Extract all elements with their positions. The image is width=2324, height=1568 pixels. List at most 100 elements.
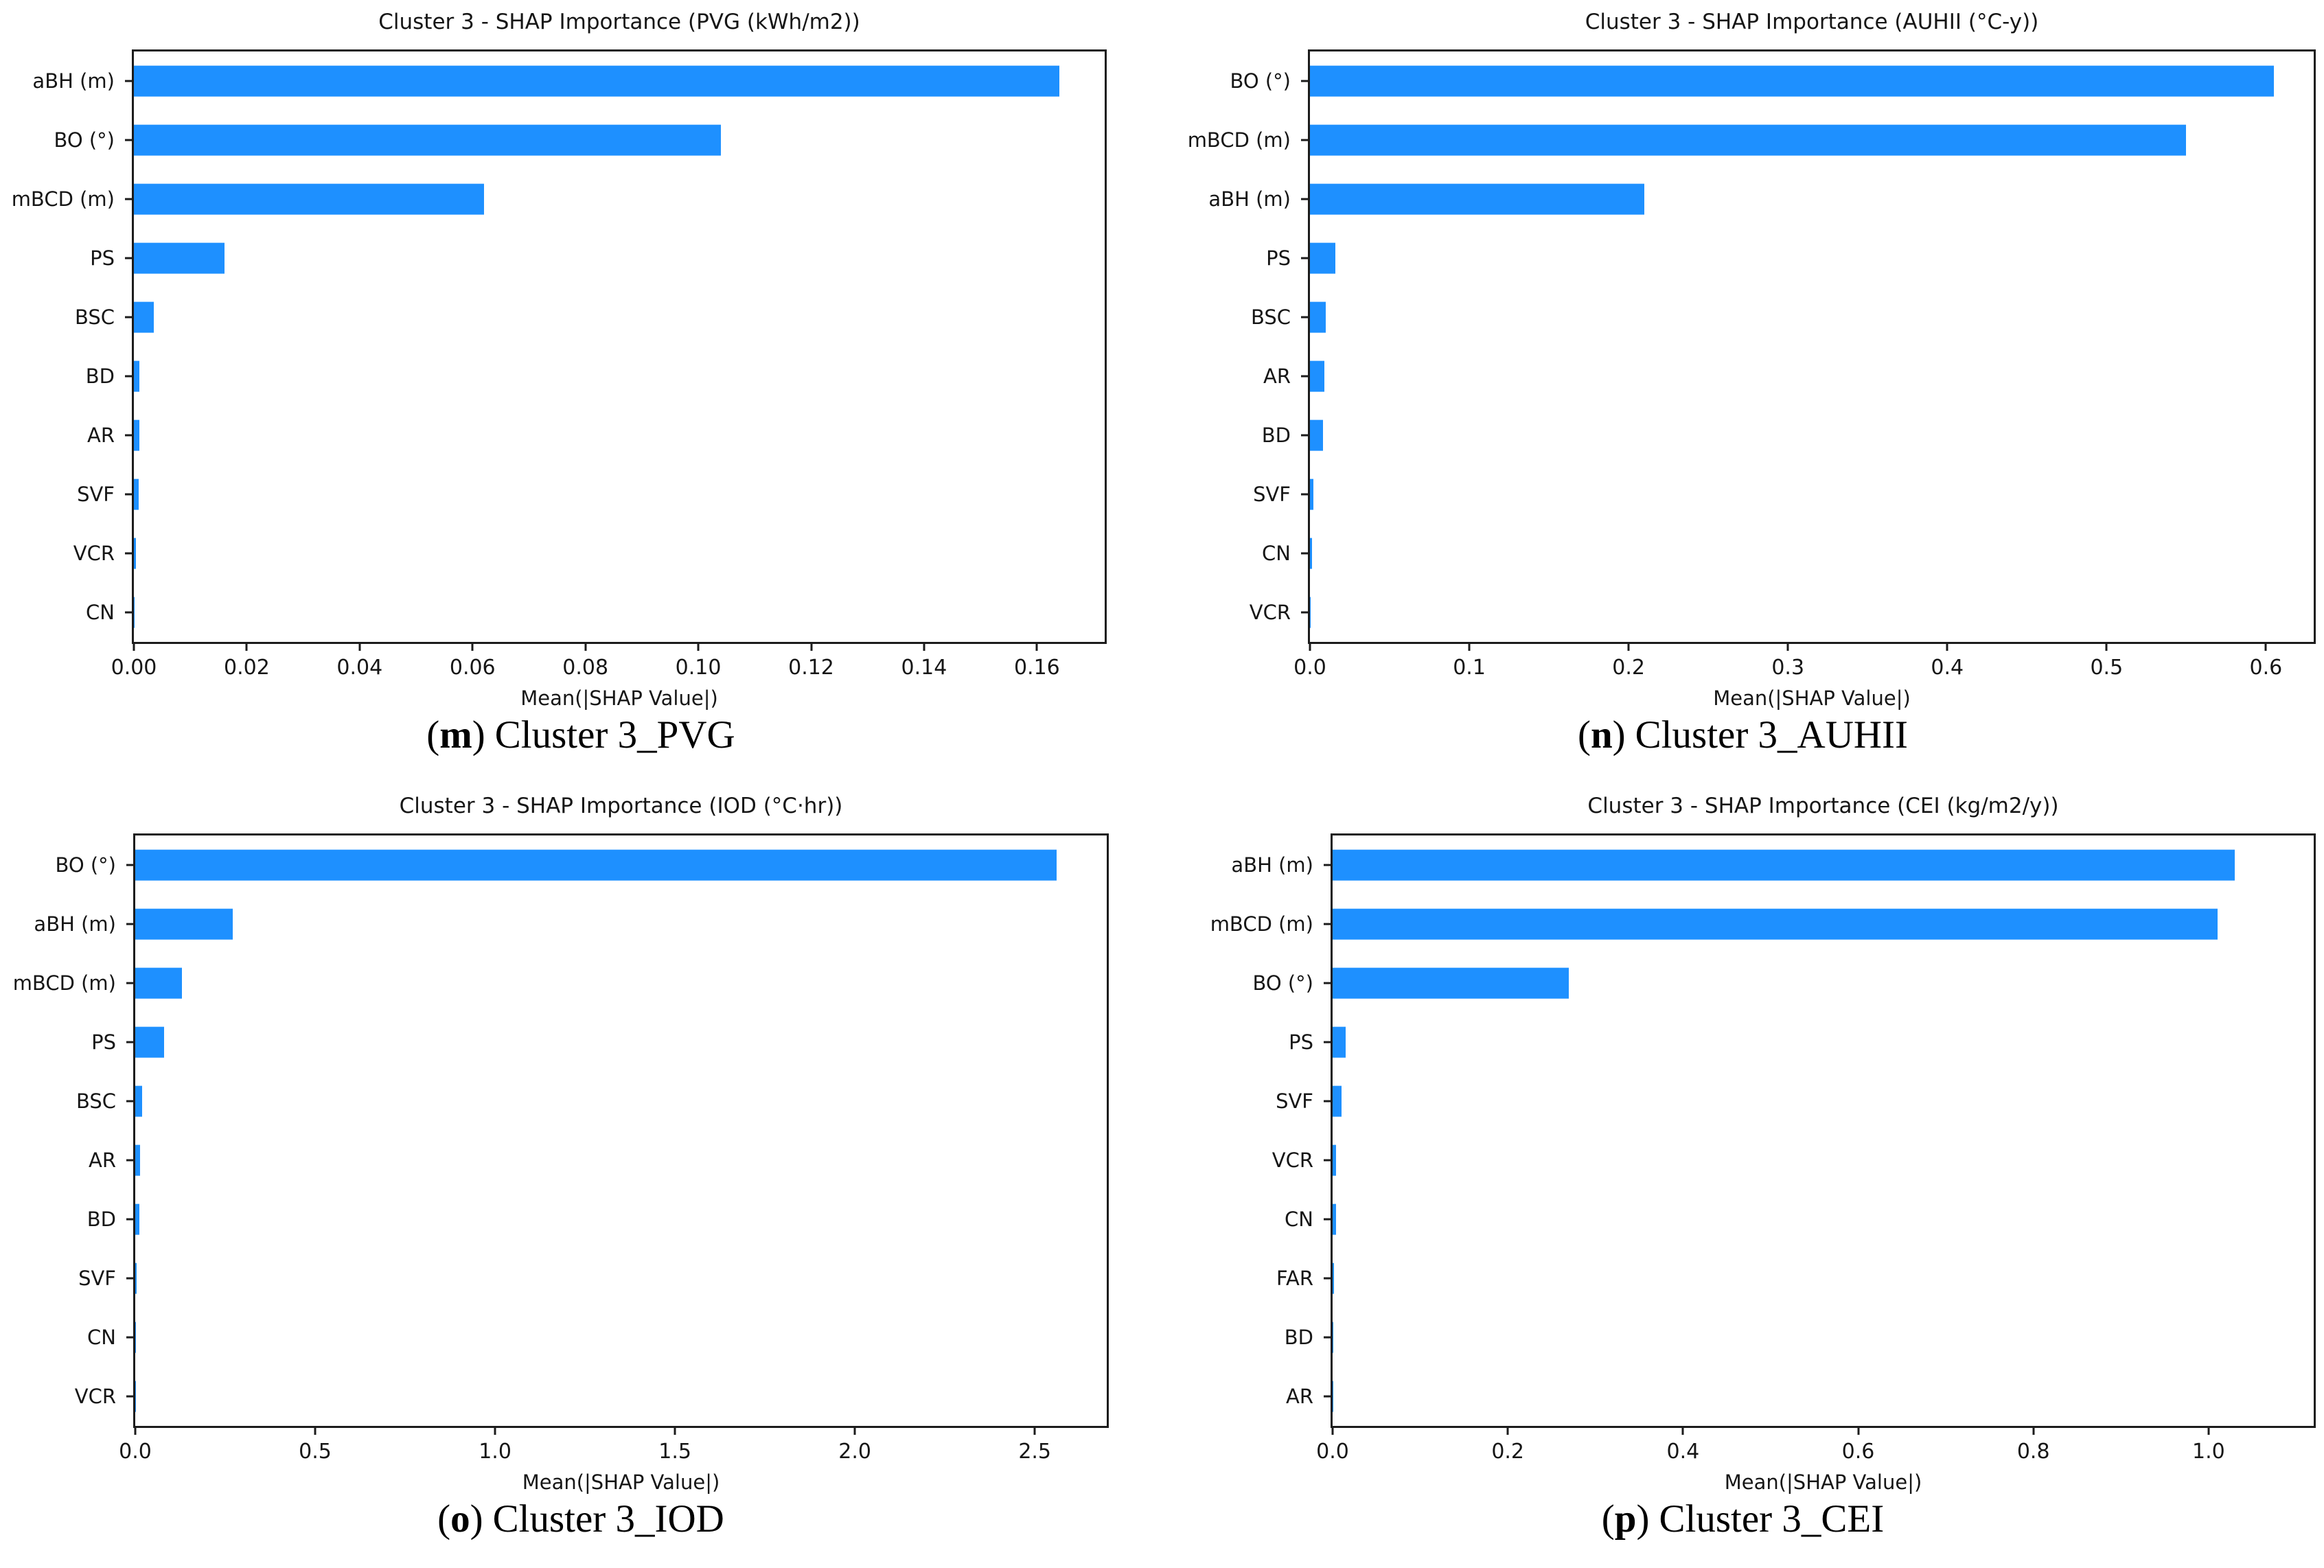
- bar: [135, 1085, 143, 1117]
- y-tick: [125, 198, 134, 200]
- x-tick-label: 0.0: [119, 1440, 152, 1464]
- y-tick-label: mBCD (m): [11, 187, 115, 211]
- y-tick: [1324, 1100, 1333, 1103]
- x-tick-label: 0.08: [562, 656, 609, 680]
- y-tick: [125, 257, 134, 260]
- chart-row: mBCD (m): [1188, 111, 2314, 170]
- y-tick: [126, 864, 135, 866]
- chart-row: PS: [90, 229, 1105, 288]
- chart-row: BD: [1262, 406, 2314, 465]
- x-tick: [494, 1426, 496, 1435]
- y-tick-label: CN: [1262, 542, 1291, 565]
- x-tick-label: 1.0: [2192, 1440, 2225, 1464]
- x-axis-label: Mean(|SHAP Value|): [522, 1471, 720, 1494]
- subfigure-caption: (n) Cluster 3_AUHII: [1162, 713, 2324, 757]
- x-tick-label: 0.4: [1666, 1440, 1700, 1464]
- caption-label: Cluster 3_CEI: [1659, 1497, 1885, 1541]
- y-tick: [1301, 552, 1310, 555]
- y-tick-label: BD: [1261, 424, 1291, 447]
- x-tick: [134, 1426, 137, 1435]
- chart-row: mBCD (m): [13, 954, 1107, 1013]
- chart-row: AR: [1263, 347, 2314, 406]
- chart-row: AR: [1286, 1367, 2314, 1426]
- y-tick: [126, 1395, 135, 1398]
- y-tick-label: SVF: [1253, 483, 1291, 506]
- chart-row: aBH (m): [34, 895, 1107, 954]
- bar: [134, 479, 139, 510]
- y-tick-label: PS: [91, 1030, 116, 1054]
- x-tick: [1309, 642, 1311, 651]
- y-tick: [126, 1277, 135, 1280]
- y-tick-label: PS: [1289, 1030, 1313, 1054]
- y-tick-label: CN: [87, 1326, 116, 1349]
- caption-paren: (: [437, 1497, 451, 1541]
- x-tick: [584, 642, 587, 651]
- x-tick: [314, 1426, 317, 1435]
- x-tick: [1627, 642, 1630, 651]
- y-tick: [126, 1218, 135, 1221]
- chart-row: BO (°): [55, 835, 1107, 895]
- x-tick-label: 0.00: [111, 656, 157, 680]
- chart-row: BSC: [75, 288, 1105, 347]
- x-tick-label: 0.8: [2016, 1440, 2050, 1464]
- bar: [1333, 849, 2235, 881]
- caption-letter: o: [450, 1497, 470, 1541]
- chart-row: AR: [87, 406, 1105, 465]
- y-tick-label: PS: [90, 246, 115, 270]
- caption-label: Cluster 3_IOD: [492, 1497, 724, 1541]
- chart-row: CN: [1285, 1190, 2314, 1249]
- x-tick: [471, 642, 474, 651]
- y-tick-label: BSC: [1250, 305, 1291, 329]
- bar: [1310, 65, 2274, 97]
- chart-row: aBH (m): [32, 51, 1105, 111]
- x-tick-label: 0.0: [1316, 1440, 1349, 1464]
- bar: [134, 301, 154, 333]
- y-tick: [125, 611, 134, 614]
- x-tick: [1331, 1426, 1334, 1435]
- chart-row: BSC: [1251, 288, 2314, 347]
- chart-cluster3-auhii: Cluster 3 - SHAP Importance (AUHII (°C-y…: [1162, 0, 2324, 784]
- chart-title: Cluster 3 - SHAP Importance (PVG (kWh/m2…: [378, 10, 860, 34]
- y-tick-label: BD: [1284, 1326, 1313, 1349]
- y-tick: [1324, 1159, 1333, 1162]
- chart-row: SVF: [78, 1249, 1107, 1308]
- bar: [1333, 1263, 1334, 1294]
- x-tick-label: 0.2: [1491, 1440, 1525, 1464]
- y-tick: [125, 552, 134, 555]
- chart-row: VCR: [1272, 1131, 2314, 1190]
- y-tick: [1324, 1041, 1333, 1044]
- bar: [135, 1026, 164, 1058]
- bar: [134, 183, 484, 215]
- x-tick: [923, 642, 925, 651]
- y-tick: [1324, 1395, 1333, 1398]
- bar: [1333, 908, 2218, 940]
- bar: [1310, 597, 1311, 628]
- caption-paren: (: [426, 713, 440, 757]
- caption-label: Cluster 3_PVG: [494, 713, 735, 757]
- y-tick: [126, 923, 135, 925]
- chart-row: VCR: [73, 524, 1105, 583]
- chart-row: VCR: [75, 1367, 1107, 1426]
- subfigure-caption: (p) Cluster 3_CEI: [1162, 1497, 2324, 1541]
- x-tick: [1857, 1426, 1860, 1435]
- x-tick-label: 0.1: [1453, 656, 1486, 680]
- bar: [135, 1381, 136, 1412]
- y-tick: [1301, 434, 1310, 437]
- y-tick-label: AR: [87, 424, 115, 447]
- y-tick: [1324, 923, 1333, 925]
- plot-area: BO (°) mBCD (m) aBH (m) PS BSC AR BD SVF CN VCR 0.…: [1188, 49, 2316, 680]
- y-tick-label: mBCD (m): [1210, 912, 1313, 936]
- plot-area: aBH (m) mBCD (m) BO (°) PS SVF VCR CN FAR BD AR 0.…: [1210, 833, 2316, 1464]
- y-tick: [1324, 1218, 1333, 1221]
- y-tick-label: CN: [1285, 1208, 1313, 1231]
- y-tick-label: BO (°): [1230, 69, 1291, 93]
- x-tick-label: 0.10: [675, 656, 722, 680]
- x-tick: [358, 642, 361, 651]
- x-tick-label: 0.2: [1612, 656, 1645, 680]
- y-tick-label: aBH (m): [1231, 853, 1313, 877]
- bar: [134, 419, 140, 451]
- subfigure-caption: (o) Cluster 3_IOD: [0, 1497, 1162, 1541]
- chart-row: BO (°): [1252, 954, 2314, 1013]
- y-tick-label: CN: [86, 601, 115, 624]
